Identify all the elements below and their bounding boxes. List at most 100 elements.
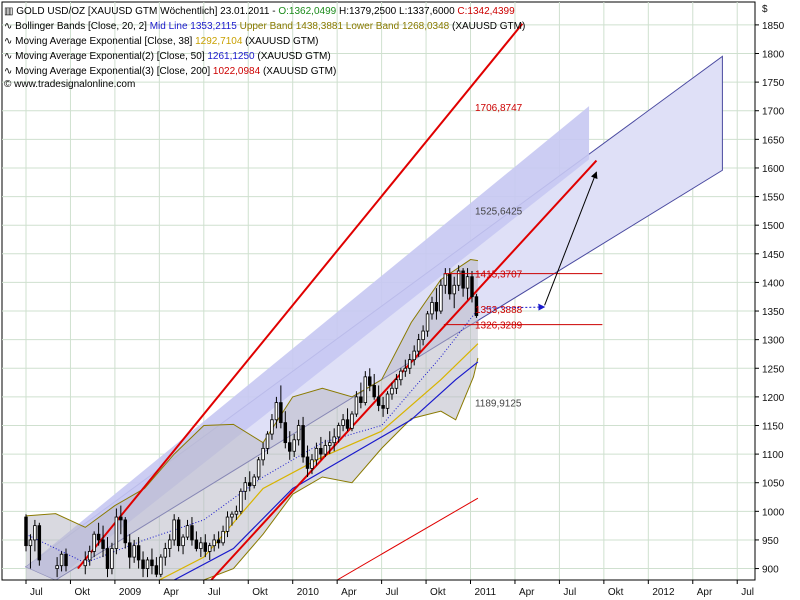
y-tick-label: 1400 (762, 278, 785, 289)
candle-body (145, 559, 150, 569)
candle-body (314, 447, 319, 461)
x-tick-label: Jul (563, 587, 576, 598)
candle-body (28, 539, 33, 547)
candle-body (136, 545, 141, 561)
y-tick-label: 1450 (762, 250, 785, 261)
legend-value: 1261,1250 (207, 51, 255, 62)
candle-body (443, 273, 448, 286)
legend-value: H:1379,2500 L:1337,6000 (336, 6, 457, 17)
legend-prefix: Moving Average Exponential(3) [Close, 20… (15, 66, 213, 77)
candle-body (176, 519, 181, 547)
candle-body (159, 556, 163, 575)
candle-body (416, 339, 421, 352)
candle-body (274, 402, 279, 421)
candle-body (465, 276, 470, 289)
legend-value: Mid Line 1353,2115 (150, 21, 238, 32)
candle-body (456, 270, 461, 286)
candle-body (59, 553, 64, 567)
legend-value: (XAUUSD GTM) (260, 66, 336, 77)
candle-body (310, 459, 314, 469)
candle-body (439, 284, 443, 312)
candle-body (141, 559, 145, 569)
candle-body (345, 419, 350, 429)
legend-row: ∿ Moving Average Exponential(3) [Close, … (4, 66, 336, 77)
candle-body (33, 525, 37, 541)
candle-body (216, 539, 221, 544)
candle-body (474, 296, 479, 317)
y-tick-label: 1750 (762, 78, 785, 89)
candle-body (265, 433, 270, 449)
candle-body (296, 425, 301, 441)
candle-body (221, 530, 225, 544)
red-line-ema200 (336, 497, 479, 580)
projection-arrows (485, 171, 598, 311)
candle-body (150, 559, 154, 567)
candle-body (430, 302, 434, 315)
candle-body (230, 513, 234, 518)
candle-body (248, 482, 252, 486)
legend-indicator-icon: ∿ (4, 66, 15, 77)
legend: ▥ GOLD USD/OZ [XAUUSD GTM Wöchentlich] 2… (4, 6, 525, 90)
legend-prefix: Bollinger Bands [Close, 20, 2] (15, 21, 150, 32)
watermark: © www.tradesignalonline.com (4, 79, 135, 90)
y-tick-label: 900 (762, 565, 779, 576)
candle-body (181, 536, 185, 547)
legend-value: Upper Band 1438,3881 (237, 21, 344, 32)
candle-body (64, 553, 68, 567)
candle-body (101, 539, 105, 549)
y-tick-label: 1300 (762, 336, 785, 347)
legend-prefix: Moving Average Exponential(2) [Close, 50… (15, 51, 207, 62)
y-tick-label: 1150 (762, 421, 784, 432)
channel-inner (26, 106, 590, 580)
candle-body (305, 456, 310, 469)
axes: 900 950 1000 1050 1100 1150 1200 1250 1300 1350 14… (2, 2, 785, 598)
legend-row: ∿ Moving Average Exponential(2) [Close, … (4, 51, 331, 62)
candle-body (448, 273, 452, 295)
x-tick-label: Okt (252, 587, 268, 598)
level-label: 1415,3707 (475, 270, 523, 281)
candle-body (359, 396, 363, 403)
candle-body (461, 270, 465, 289)
legend-instrument-icon: ▥ (4, 6, 16, 17)
x-tick-label: Jul (386, 587, 399, 598)
y-tick-label: 1650 (762, 135, 785, 146)
candle-body (328, 442, 332, 446)
candle-body (368, 376, 372, 386)
candle-body (132, 545, 136, 558)
candle-body (105, 548, 110, 569)
candle-body (452, 284, 456, 295)
ema38-line (159, 343, 479, 580)
y-tick-label: 1200 (762, 393, 785, 404)
candle-body (381, 405, 385, 409)
candle-body (301, 425, 305, 458)
legend-prefix: GOLD USD/OZ [XAUUSD GTM Wöchentlich] 23.… (16, 6, 278, 17)
legend-indicator-icon: ∿ (4, 36, 15, 47)
x-tick-label: Okt (430, 587, 446, 598)
candle-body (261, 447, 265, 461)
candle-body (163, 548, 168, 558)
legend-value: 1292,7104 (195, 36, 243, 47)
candle-body (172, 519, 176, 541)
candle-body (114, 516, 119, 549)
legend-value: (XAUUSD GTM) (242, 36, 318, 47)
candle-body (119, 516, 123, 521)
projection-arrow (544, 171, 598, 306)
y-tick-label: 1600 (762, 164, 785, 175)
candle-body (37, 525, 42, 561)
legend-value: C:1342,4399 (457, 6, 515, 17)
red-line-upper (77, 23, 524, 570)
legend-value: (XAUUSD GTM) (449, 21, 525, 32)
candle-body (87, 550, 92, 561)
candle-body (207, 545, 212, 552)
legend-value: 1022,0984 (213, 66, 261, 77)
legend-value: (XAUUSD GTM) (255, 51, 331, 62)
candle-body (372, 385, 376, 398)
x-tick-label: Apr (163, 587, 179, 598)
candle-body (425, 313, 430, 332)
y-tick-label: 1100 (762, 450, 784, 461)
candle-body (354, 396, 359, 415)
candle-body (408, 359, 412, 369)
candle-body (55, 565, 59, 569)
